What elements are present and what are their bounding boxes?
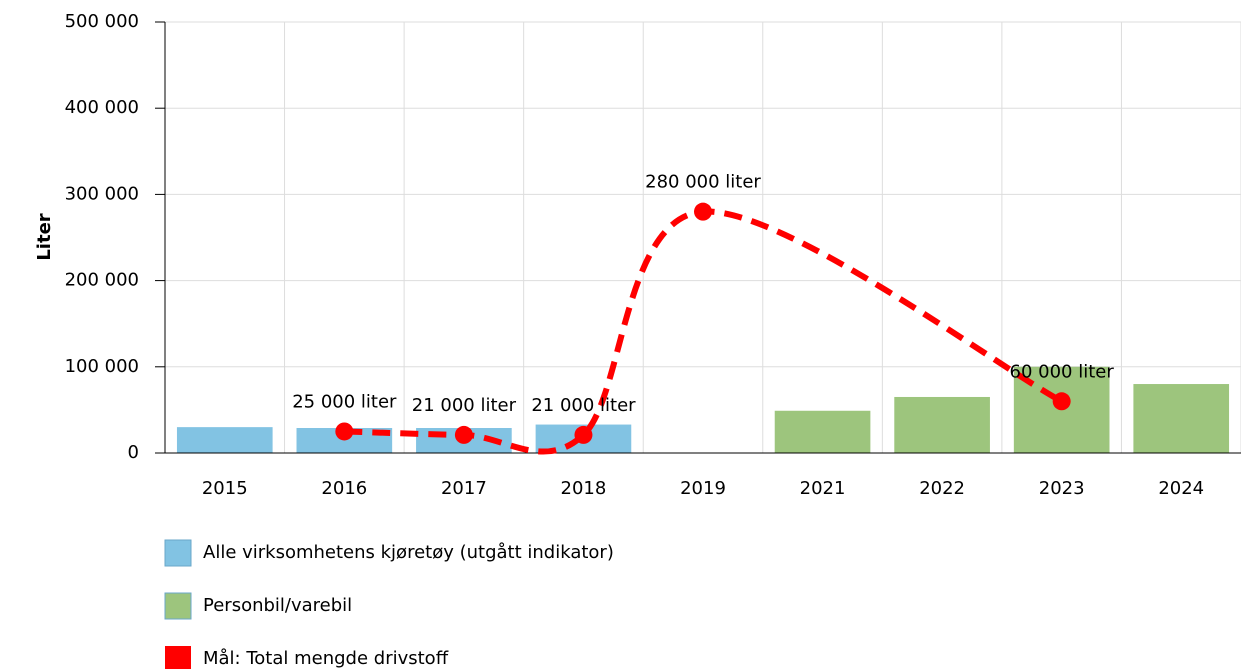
line-point bbox=[694, 202, 712, 221]
x-tick-label: 2015 bbox=[202, 478, 248, 499]
bar bbox=[176, 427, 273, 453]
data-label: 280 000 liter bbox=[645, 172, 761, 193]
legend-swatch bbox=[164, 539, 192, 567]
x-tick-label: 2024 bbox=[1158, 478, 1204, 499]
legend-label: Alle virksomhetens kjøretøy (utgått indi… bbox=[203, 542, 614, 563]
y-tick-label: 200 000 bbox=[65, 270, 139, 291]
x-tick-label: 2022 bbox=[919, 478, 965, 499]
bar bbox=[1133, 384, 1230, 453]
line-point bbox=[574, 425, 593, 444]
x-tick-label: 2019 bbox=[680, 478, 726, 499]
y-tick-label: 500 000 bbox=[65, 11, 139, 32]
line-point bbox=[1052, 392, 1071, 411]
legend-swatch bbox=[165, 646, 191, 669]
x-tick-label: 2018 bbox=[561, 478, 607, 499]
data-label: 60 000 liter bbox=[1010, 361, 1115, 382]
y-tick-label: 300 000 bbox=[65, 183, 139, 204]
bar bbox=[774, 410, 871, 453]
line-point bbox=[335, 422, 354, 441]
legend-label: Mål: Total mengde drivstoff bbox=[203, 648, 449, 669]
x-tick-label: 2016 bbox=[321, 478, 367, 499]
x-tick-label: 2021 bbox=[800, 478, 846, 499]
data-label: 25 000 liter bbox=[292, 391, 397, 412]
legend-label: Personbil/varebil bbox=[203, 595, 352, 616]
line-point bbox=[454, 425, 473, 444]
y-tick-label: 400 000 bbox=[65, 97, 139, 118]
y-axis-title: Liter bbox=[34, 213, 55, 260]
y-tick-label: 100 000 bbox=[65, 356, 139, 377]
y-tick-label: 0 bbox=[128, 442, 139, 463]
x-tick-label: 2023 bbox=[1039, 478, 1085, 499]
legend-swatch bbox=[164, 592, 192, 620]
data-label: 21 000 liter bbox=[412, 395, 517, 416]
data-label: 21 000 liter bbox=[531, 395, 636, 416]
x-tick-label: 2017 bbox=[441, 478, 487, 499]
bar bbox=[894, 396, 990, 453]
